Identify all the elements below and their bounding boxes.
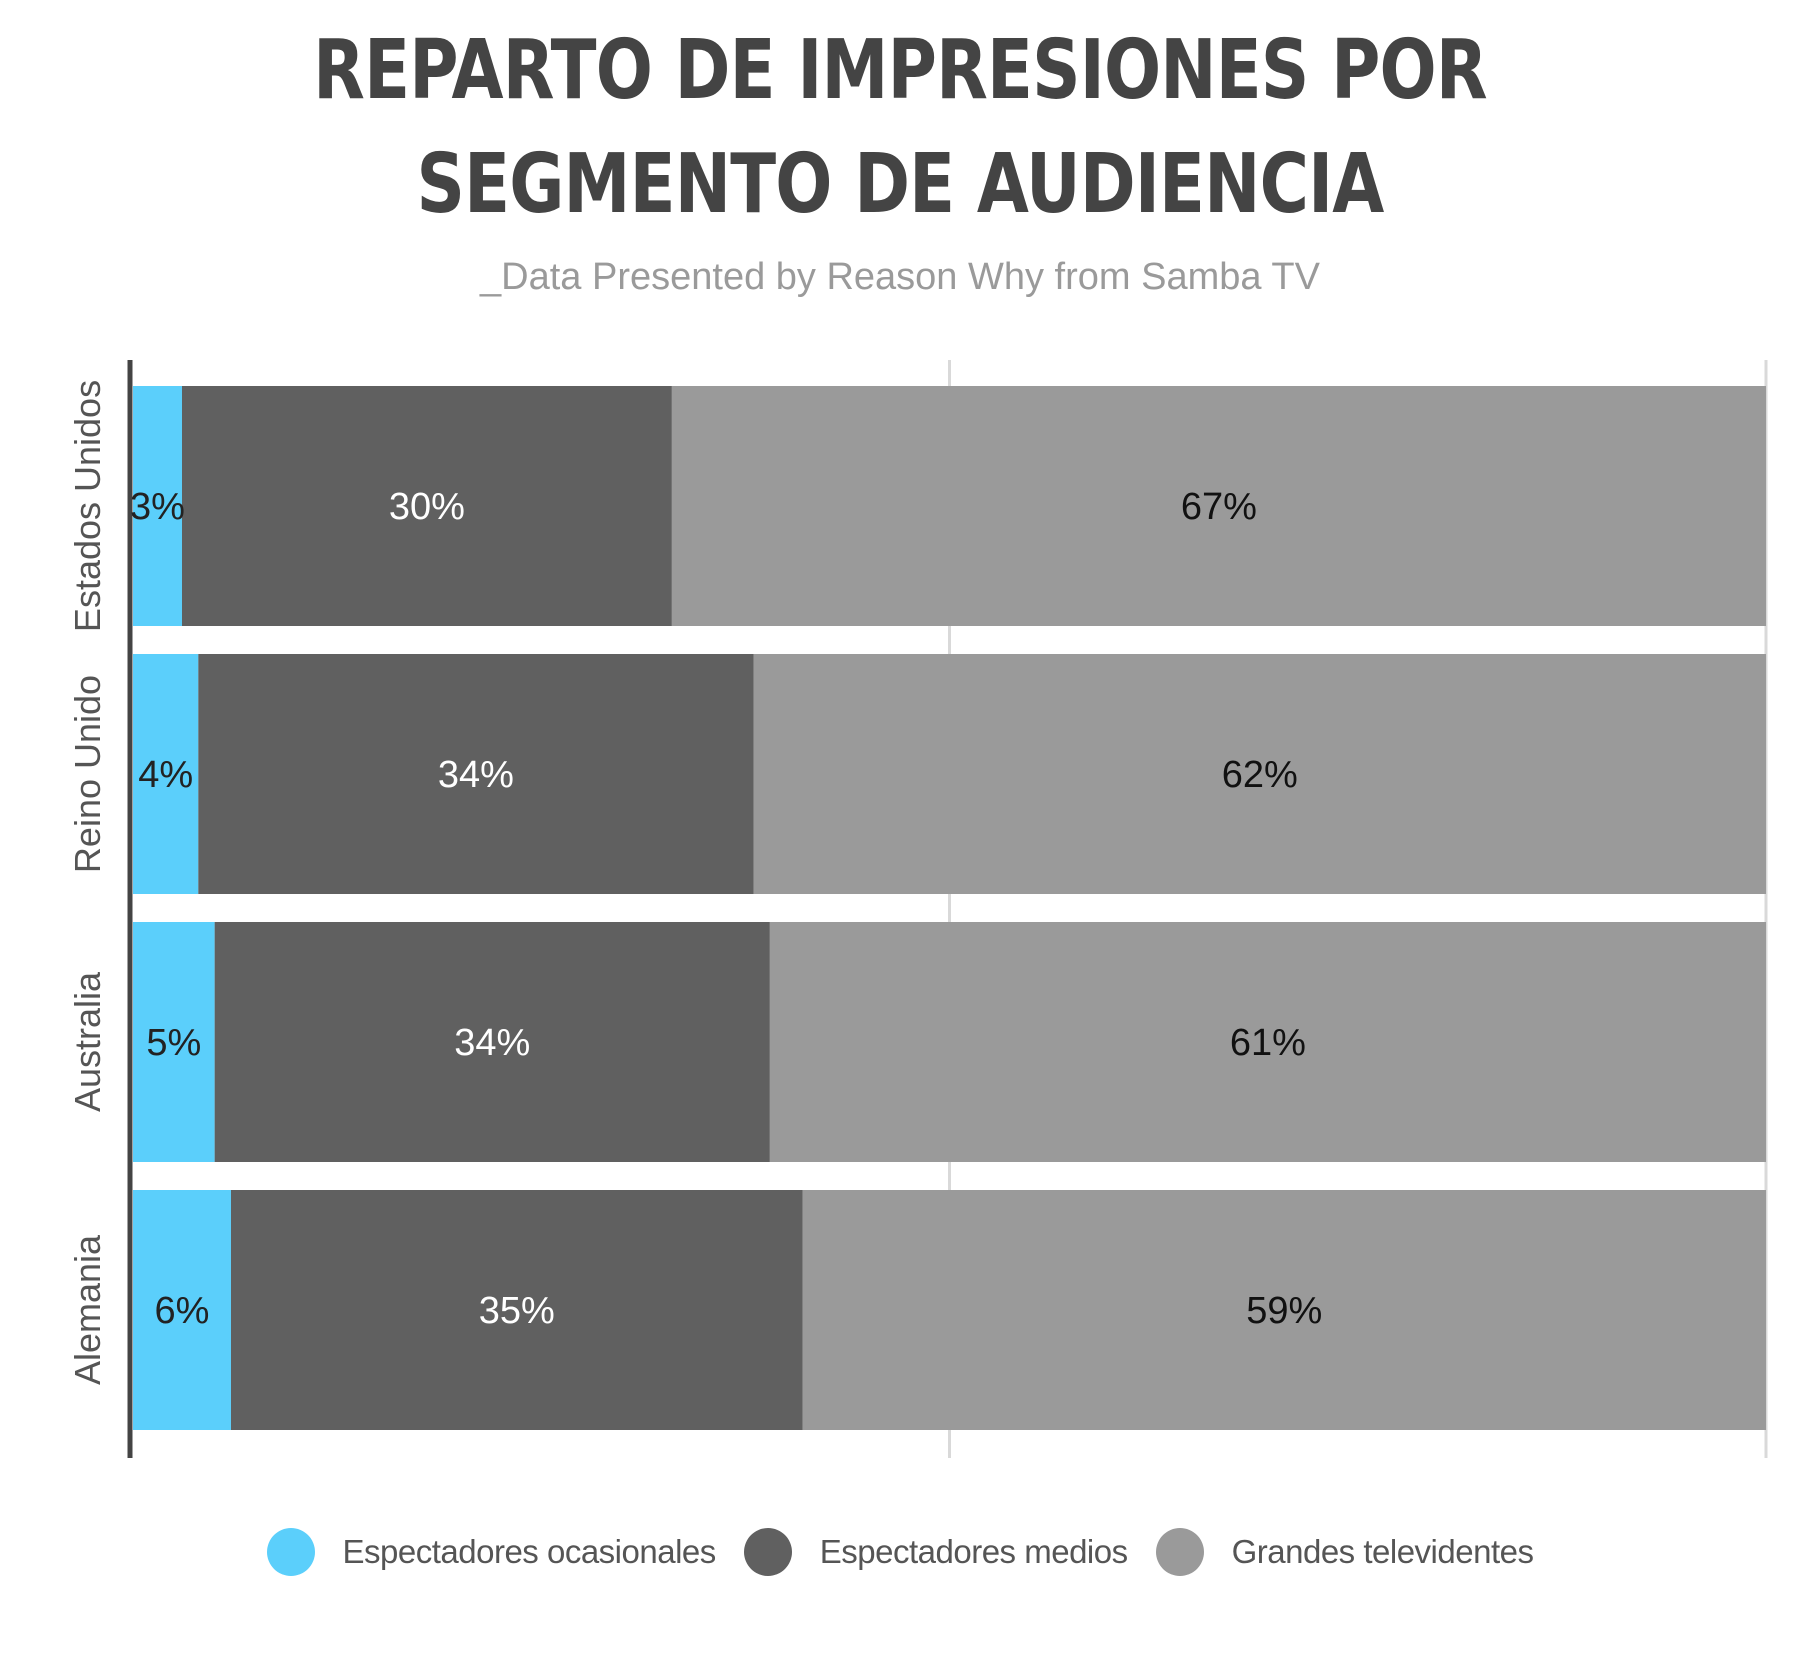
value-label: 34% bbox=[454, 1022, 530, 1064]
bars bbox=[133, 386, 1766, 1430]
legend-item-ocasionales[interactable]: Espectadores ocasionales bbox=[266, 1528, 717, 1576]
value-label: 30% bbox=[389, 486, 465, 528]
category-labels: Estados Unidos Reino Unido Australia Aleman… bbox=[67, 380, 108, 1385]
bar-segment bbox=[769, 922, 1766, 1162]
value-label: 35% bbox=[479, 1290, 555, 1332]
bar-segment bbox=[214, 922, 770, 1162]
category-label: Alemania bbox=[67, 1234, 108, 1385]
bar-segment bbox=[230, 1190, 803, 1430]
legend-swatch bbox=[1155, 1528, 1204, 1576]
category-label: Estados Unidos bbox=[67, 380, 108, 632]
legend-swatch bbox=[743, 1528, 792, 1576]
bar-segment bbox=[133, 1190, 231, 1430]
legend: Espectadores ocasionales Espectadores me… bbox=[0, 1528, 1800, 1576]
bar-segment bbox=[181, 386, 672, 626]
value-label: 4% bbox=[138, 754, 193, 796]
value-label: 6% bbox=[155, 1290, 210, 1332]
legend-item-medios[interactable]: Espectadores medios bbox=[743, 1528, 1128, 1576]
legend-label: Grandes televidentes bbox=[1231, 1533, 1534, 1570]
legend-swatch bbox=[266, 1528, 315, 1576]
bar-segment bbox=[133, 922, 215, 1162]
value-label: 61% bbox=[1230, 1022, 1306, 1064]
legend-label: Espectadores medios bbox=[819, 1533, 1128, 1570]
bar-segment bbox=[198, 654, 754, 894]
legend-label: Espectadores ocasionales bbox=[342, 1533, 717, 1570]
value-labels: 3% 30% 67% 4% 34% 62% 5% 34% 61% 6% 35% 59% bbox=[130, 486, 1322, 1332]
bar-segment bbox=[671, 386, 1766, 626]
value-label: 5% bbox=[146, 1022, 201, 1064]
bar-segment bbox=[133, 386, 182, 626]
chart-subtitle: _Data Presented by Reason Why from Samba… bbox=[480, 256, 1320, 298]
chart-title: REPARTO DE IMPRESIONES POR SEGMENTO DE A… bbox=[313, 23, 1487, 232]
value-label: 67% bbox=[1181, 486, 1257, 528]
legend-item-grandes[interactable]: Grandes televidentes bbox=[1155, 1528, 1534, 1576]
bar-segment bbox=[802, 1190, 1766, 1430]
stacked-bar-chart: Estados Unidos Reino Unido Australia Aleman… bbox=[67, 360, 1768, 1458]
bar-segment bbox=[133, 654, 199, 894]
value-label: 62% bbox=[1222, 754, 1298, 796]
value-label: 3% bbox=[130, 486, 185, 528]
category-label: Australia bbox=[67, 971, 108, 1112]
category-label: Reino Unido bbox=[67, 675, 108, 873]
value-label: 34% bbox=[438, 754, 514, 796]
value-label: 59% bbox=[1246, 1290, 1322, 1332]
bar-segment bbox=[753, 654, 1766, 894]
